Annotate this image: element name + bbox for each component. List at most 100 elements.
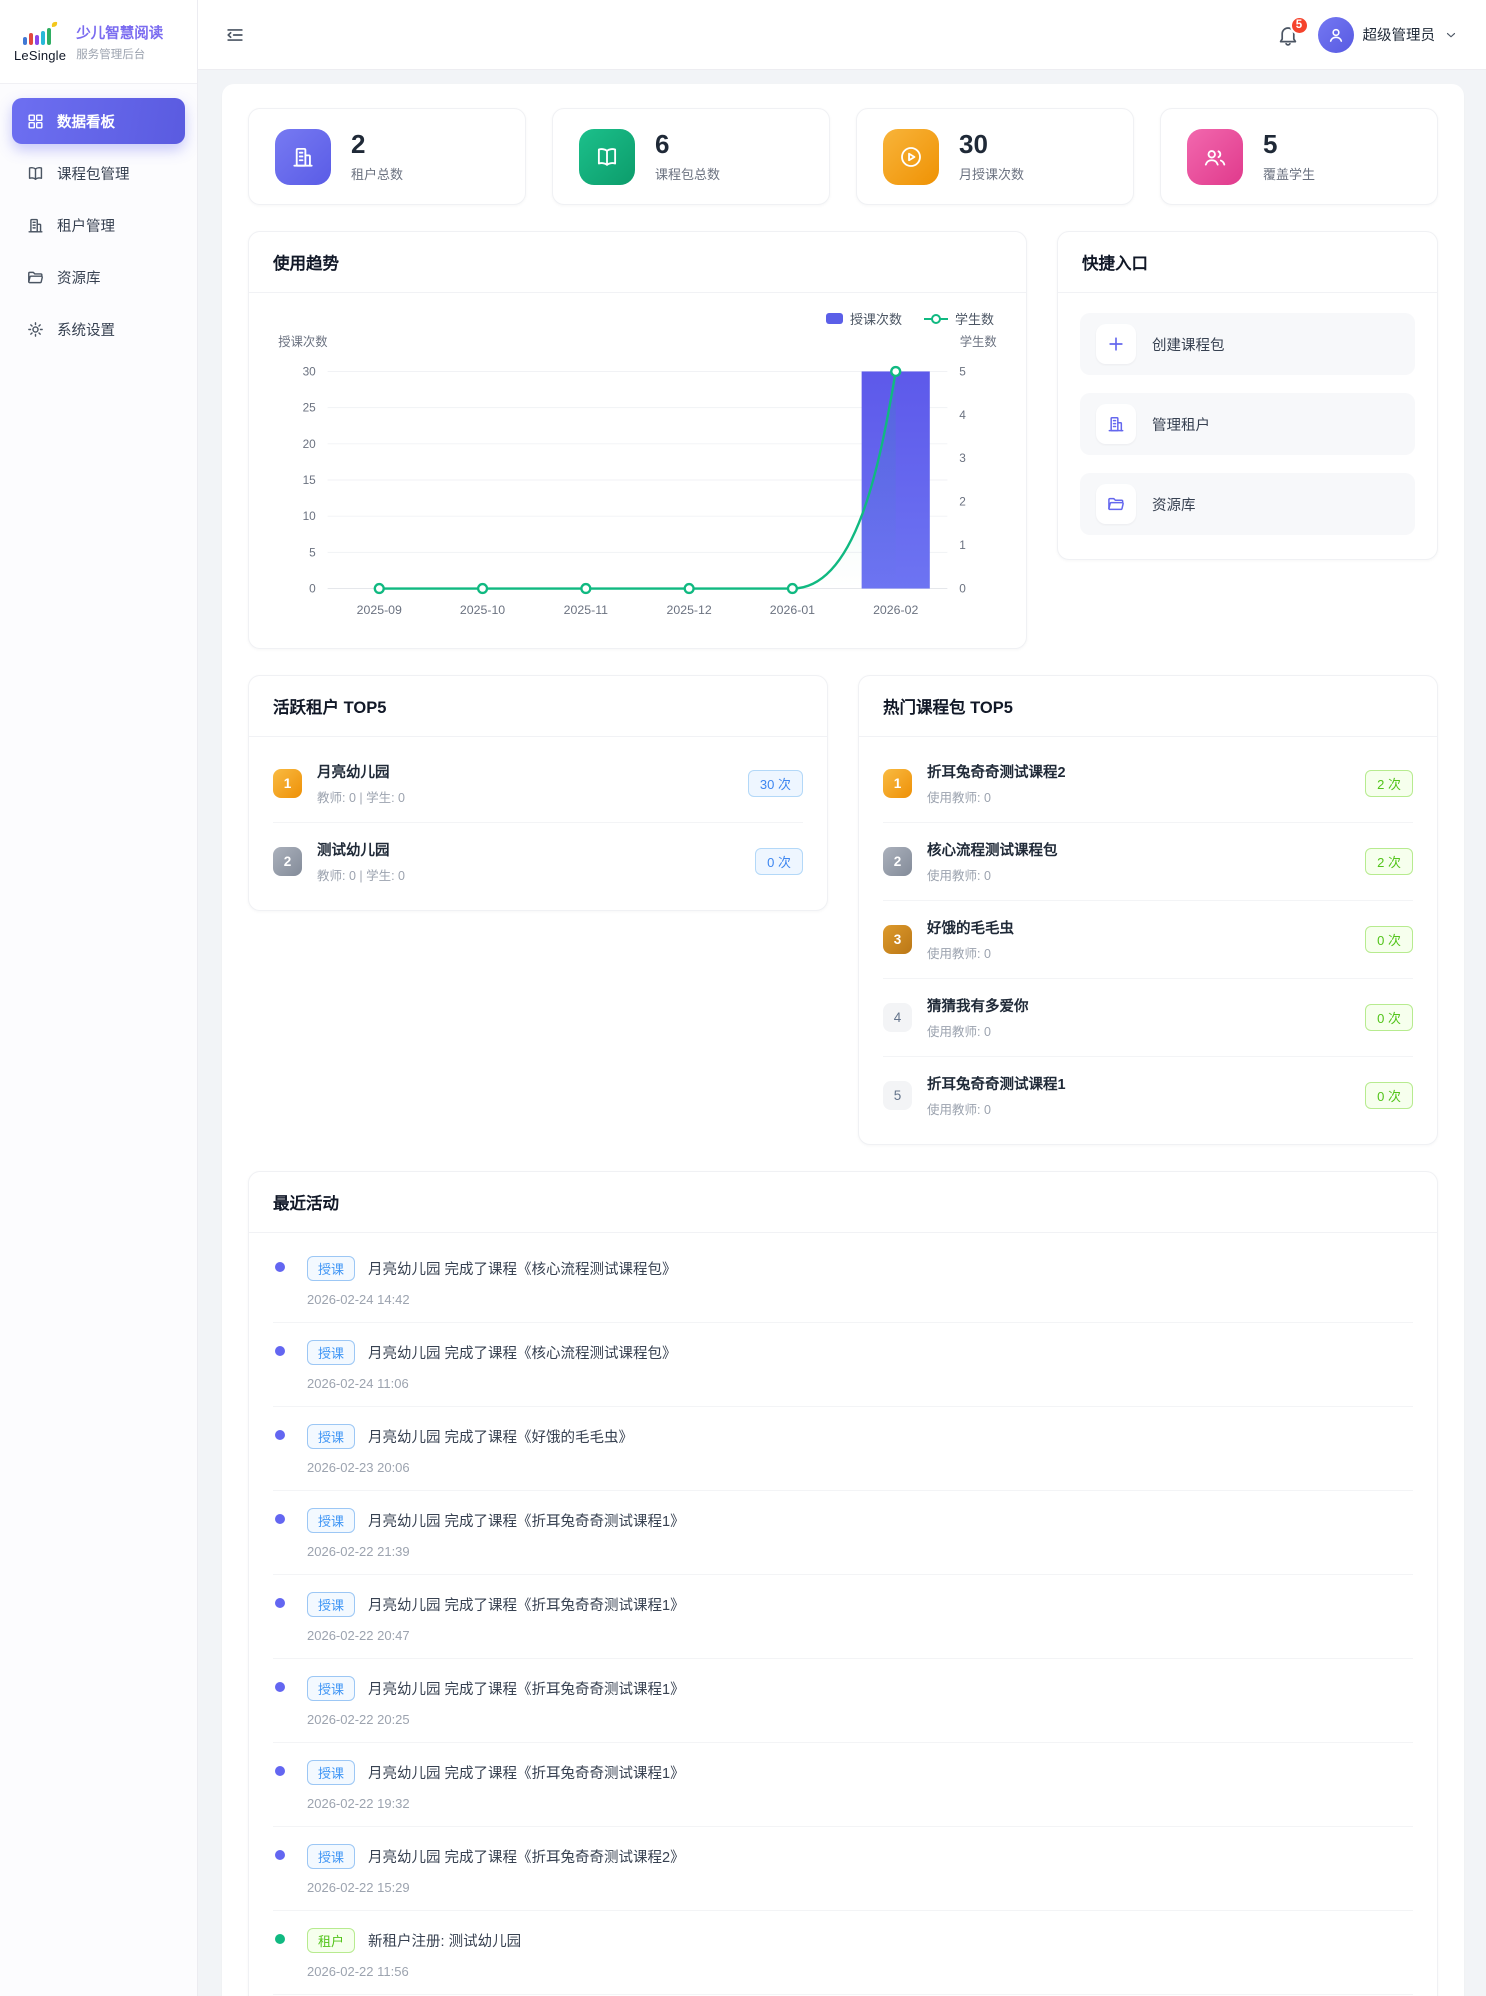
svg-text:5: 5 xyxy=(959,364,966,378)
quick-item-manage-tenants[interactable]: 管理租户 xyxy=(1079,393,1415,455)
stat-value: 6 xyxy=(655,128,670,159)
trend-chart-svg: 0 5 10 15 20 25 30 0 1 2 3 4 5 授课次数 学生数 2025-09 2025-10 2… xyxy=(278,334,996,617)
legend-bar-swatch xyxy=(825,313,843,324)
package-name: 核心流程测试课程包 xyxy=(927,843,1058,859)
brand-subtitle: 服务管理后台 xyxy=(76,48,146,61)
count-badge: 0 次 xyxy=(1365,926,1413,953)
sidebar-item-settings[interactable]: 系统设置 xyxy=(12,306,185,352)
sidebar-item-course-packages[interactable]: 课程包管理 xyxy=(12,150,185,196)
package-sub: 使用教师: 0 xyxy=(927,869,991,883)
activity-text: 月亮幼儿园 完成了课程《核心流程测试课程包》 xyxy=(368,1346,677,1362)
activity-list: 授课 月亮幼儿园 完成了课程《核心流程测试课程包》 2026-02-24 14:… xyxy=(249,1233,1437,1996)
book-icon xyxy=(28,166,43,180)
usage-trend-card: 使用趋势 授课次数 学生数 xyxy=(248,231,1027,649)
svg-text:25: 25 xyxy=(303,401,317,415)
gear-icon xyxy=(28,321,43,337)
activity-row: 授课 月亮幼儿园 完成了课程《折耳兔奇奇测试课程2》 2026-02-22 15… xyxy=(273,1827,1413,1911)
activity-dot xyxy=(275,1430,285,1440)
legend-label: 授课次数 xyxy=(849,312,902,327)
rank-badge: 1 xyxy=(273,769,302,798)
user-name: 超级管理员 xyxy=(1362,28,1436,44)
menu-fold-icon[interactable] xyxy=(224,24,246,46)
activity-time: 2026-02-22 20:25 xyxy=(307,1712,410,1727)
folder-icon xyxy=(28,271,43,283)
activity-time: 2026-02-24 14:42 xyxy=(307,1292,410,1307)
svg-text:2025-09: 2025-09 xyxy=(357,603,402,617)
legend-item-students: 学生数 xyxy=(923,309,994,328)
package-name: 折耳兔奇奇测试课程2 xyxy=(927,765,1066,781)
sidebar-item-tenants[interactable]: 租户管理 xyxy=(12,202,185,248)
package-sub: 使用教师: 0 xyxy=(927,1025,991,1039)
activity-row: 租户 新租户注册: 测试幼儿园 2026-02-22 11:56 xyxy=(273,1911,1413,1995)
activity-type-badge: 授课 xyxy=(307,1508,356,1533)
list-item: 2 测试幼儿园 教师: 0 | 学生: 0 0 次 xyxy=(273,823,803,900)
brand-logo: LeSingle xyxy=(14,21,66,63)
sidebar-item-label: 租户管理 xyxy=(57,218,115,235)
sidebar-item-label: 课程包管理 xyxy=(57,166,130,183)
activity-row: 授课 月亮幼儿园 完成了课程《好饿的毛毛虫》 2026-02-23 20:06 xyxy=(273,1407,1413,1491)
activity-row: 授课 月亮幼儿园 完成了课程《折耳兔奇奇测试课程1》 2026-02-22 20… xyxy=(273,1659,1413,1743)
tenant-name: 测试幼儿园 xyxy=(317,843,390,859)
activity-type-badge: 授课 xyxy=(307,1340,356,1365)
activity-row: 授课 月亮幼儿园 完成了课程《折耳兔奇奇测试课程1》 2026-02-22 19… xyxy=(273,1743,1413,1827)
hot-packages-title: 热门课程包 TOP5 xyxy=(883,699,1013,717)
activity-dot xyxy=(275,1262,285,1272)
user-menu[interactable]: 超级管理员 xyxy=(1317,16,1459,53)
main-panel: 2 租户总数 6 课程包总数 xyxy=(222,84,1464,1996)
activity-time: 2026-02-22 20:47 xyxy=(307,1628,410,1643)
list-item: 1 折耳兔奇奇测试课程2 使用教师: 0 2 次 xyxy=(883,745,1413,823)
quick-entry-card: 快捷入口 创建课程包 xyxy=(1056,231,1438,560)
activity-text: 月亮幼儿园 完成了课程《折耳兔奇奇测试课程1》 xyxy=(368,1598,685,1614)
users-icon xyxy=(1187,128,1243,185)
activity-row: 授课 月亮幼儿园 完成了课程《折耳兔奇奇测试课程1》 2026-02-22 21… xyxy=(273,1491,1413,1575)
notification-bell[interactable]: 5 xyxy=(1276,15,1309,47)
sidebar-item-resources[interactable]: 资源库 xyxy=(12,254,185,300)
activity-type-badge: 授课 xyxy=(307,1424,356,1449)
activity-type-badge: 租户 xyxy=(307,1928,356,1953)
activity-dot xyxy=(275,1934,285,1944)
legend-line-swatch xyxy=(923,313,948,324)
active-tenants-card: 活跃租户 TOP5 1 月亮幼儿园 教师: 0 | 学生: 0 30 次 2 xyxy=(248,675,828,911)
svg-text:2026-02: 2026-02 xyxy=(873,603,918,617)
rank-badge: 2 xyxy=(273,847,302,876)
count-badge: 30 次 xyxy=(747,770,803,797)
activity-time: 2026-02-22 15:29 xyxy=(307,1880,410,1895)
package-name: 折耳兔奇奇测试课程1 xyxy=(927,1077,1066,1093)
quick-card-title: 快捷入口 xyxy=(1081,255,1148,273)
rank-badge: 4 xyxy=(883,1003,912,1032)
stats-row: 2 租户总数 6 课程包总数 xyxy=(248,108,1438,205)
building-icon xyxy=(275,128,331,185)
rank-badge: 3 xyxy=(883,925,912,954)
count-badge: 2 次 xyxy=(1365,770,1413,797)
activity-time: 2026-02-23 20:06 xyxy=(307,1460,410,1475)
notification-badge: 5 xyxy=(1289,15,1309,35)
list-item: 5 折耳兔奇奇测试课程1 使用教师: 0 0 次 xyxy=(883,1057,1413,1134)
rank-badge: 1 xyxy=(883,769,912,798)
activity-text: 月亮幼儿园 完成了课程《折耳兔奇奇测试课程1》 xyxy=(368,1514,685,1530)
brand-title: 少儿智慧阅读 xyxy=(76,25,164,42)
activity-dot xyxy=(275,1766,285,1776)
building-icon xyxy=(28,218,43,233)
quick-item-resources[interactable]: 资源库 xyxy=(1079,473,1415,535)
content-area: 2 租户总数 6 课程包总数 xyxy=(198,70,1486,1996)
stat-card-packages: 6 课程包总数 xyxy=(552,108,830,205)
activity-type-badge: 授课 xyxy=(307,1844,356,1869)
svg-text:2025-12: 2025-12 xyxy=(667,603,712,617)
stat-label: 租户总数 xyxy=(351,167,404,183)
activity-type-badge: 授课 xyxy=(307,1760,356,1785)
activity-type-badge: 授课 xyxy=(307,1256,356,1281)
chevron-down-icon xyxy=(1446,32,1456,37)
svg-text:1: 1 xyxy=(959,538,966,552)
dashboard-icon xyxy=(28,113,43,129)
quick-item-create-package[interactable]: 创建课程包 xyxy=(1079,313,1415,375)
svg-text:20: 20 xyxy=(303,437,317,451)
trend-card-title: 使用趋势 xyxy=(273,255,339,273)
sidebar-item-dashboard[interactable]: 数据看板 xyxy=(12,98,185,144)
activity-text: 新租户注册: 测试幼儿园 xyxy=(368,1934,522,1950)
svg-text:10: 10 xyxy=(303,509,317,523)
activity-type-badge: 授课 xyxy=(307,1676,356,1701)
user-icon xyxy=(1329,28,1342,42)
brand-logo-text: LeSingle xyxy=(14,47,67,63)
stat-card-students: 5 覆盖学生 xyxy=(1160,108,1438,205)
activity-time: 2026-02-22 11:56 xyxy=(307,1964,409,1979)
